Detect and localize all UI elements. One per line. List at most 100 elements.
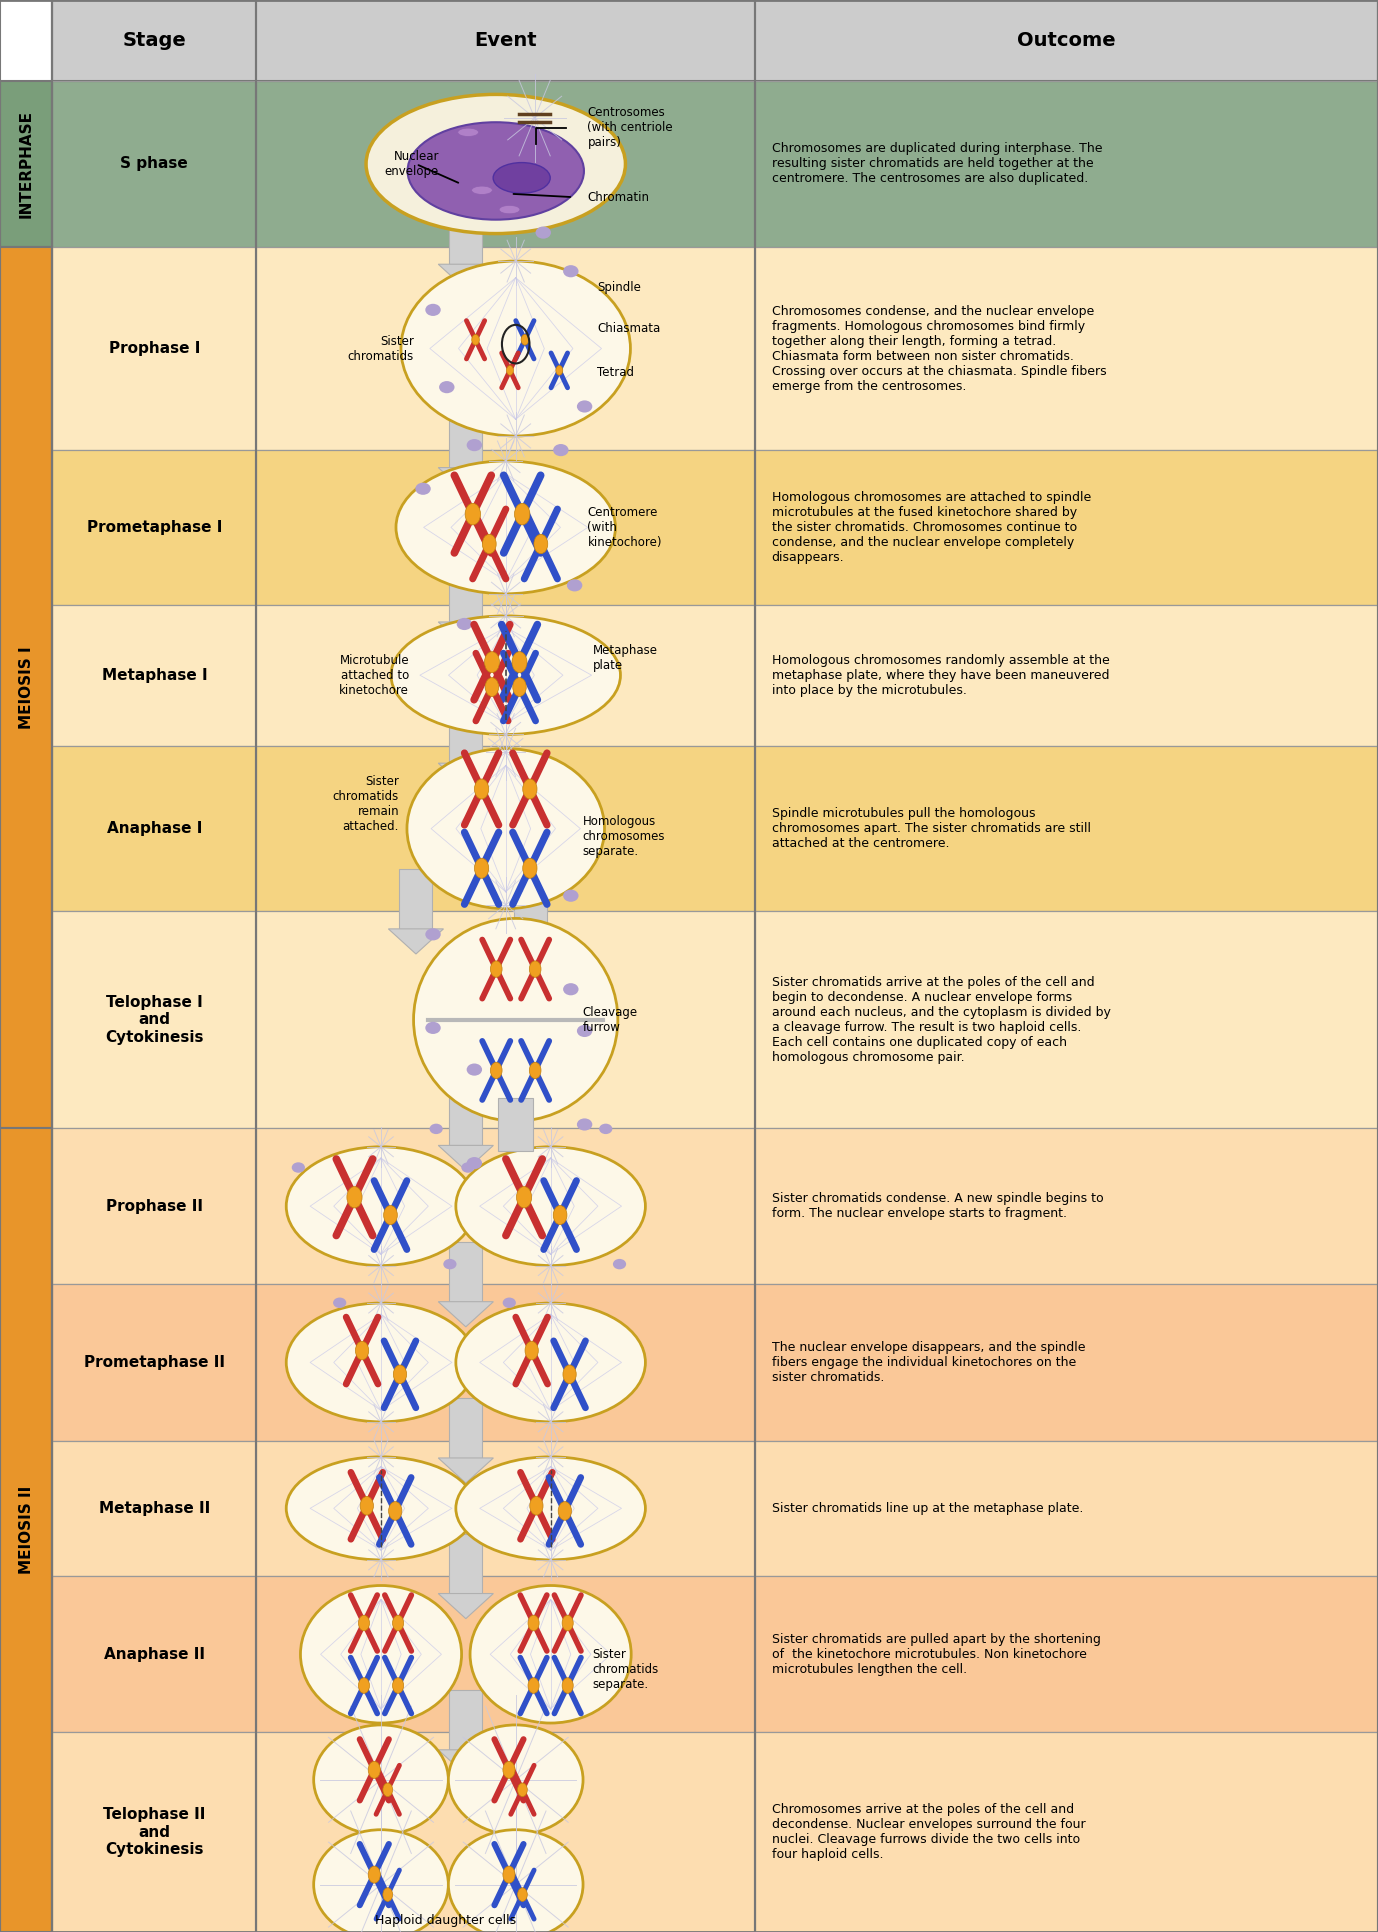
Circle shape bbox=[503, 1866, 515, 1884]
Circle shape bbox=[360, 1497, 373, 1515]
Circle shape bbox=[383, 1888, 393, 1901]
Text: Telophase I
and
Cytokinesis: Telophase I and Cytokinesis bbox=[105, 995, 204, 1045]
Bar bbox=[256, 1577, 755, 1733]
Bar bbox=[52, 0, 1378, 81]
Polygon shape bbox=[438, 1594, 493, 1619]
Ellipse shape bbox=[467, 1063, 482, 1076]
Ellipse shape bbox=[577, 1024, 593, 1037]
Polygon shape bbox=[438, 1750, 493, 1776]
Ellipse shape bbox=[499, 205, 520, 214]
Ellipse shape bbox=[287, 1302, 475, 1422]
Ellipse shape bbox=[467, 439, 482, 452]
Text: MEIOSIS II: MEIOSIS II bbox=[19, 1486, 33, 1575]
Text: Chromosomes are duplicated during interphase. The
resulting sister chromatids ar: Chromosomes are duplicated during interp… bbox=[772, 143, 1102, 185]
Text: Metaphase I: Metaphase I bbox=[102, 668, 207, 682]
Ellipse shape bbox=[391, 616, 620, 734]
Bar bbox=[499, 1097, 533, 1151]
Bar bbox=[256, 912, 755, 1128]
Ellipse shape bbox=[408, 122, 584, 220]
Circle shape bbox=[393, 1615, 404, 1631]
Text: Metaphase
plate: Metaphase plate bbox=[593, 643, 657, 672]
Ellipse shape bbox=[471, 185, 492, 195]
Bar bbox=[256, 1441, 755, 1577]
Circle shape bbox=[529, 1497, 543, 1515]
Circle shape bbox=[503, 1762, 515, 1777]
Ellipse shape bbox=[444, 1260, 456, 1269]
Circle shape bbox=[558, 1501, 572, 1520]
Ellipse shape bbox=[440, 381, 455, 394]
Text: Homologous chromosomes randomly assemble at the
metaphase plate, where they have: Homologous chromosomes randomly assemble… bbox=[772, 653, 1109, 697]
Ellipse shape bbox=[413, 918, 617, 1121]
Text: Metaphase II: Metaphase II bbox=[99, 1501, 209, 1517]
Ellipse shape bbox=[467, 1157, 482, 1169]
Circle shape bbox=[482, 535, 496, 554]
Circle shape bbox=[383, 1206, 397, 1225]
Ellipse shape bbox=[613, 1260, 626, 1269]
Circle shape bbox=[383, 1783, 393, 1797]
Circle shape bbox=[518, 1888, 528, 1901]
Bar bbox=[52, 605, 256, 746]
Ellipse shape bbox=[456, 1457, 645, 1559]
Circle shape bbox=[491, 960, 502, 978]
Ellipse shape bbox=[536, 226, 551, 240]
Bar bbox=[52, 450, 256, 605]
Bar bbox=[449, 1242, 482, 1302]
Ellipse shape bbox=[553, 444, 569, 456]
Text: Centrosomes
(with centriole
pairs): Centrosomes (with centriole pairs) bbox=[587, 106, 672, 149]
Ellipse shape bbox=[395, 462, 616, 593]
Ellipse shape bbox=[314, 1725, 448, 1835]
Polygon shape bbox=[438, 265, 493, 290]
Bar bbox=[755, 1441, 1378, 1577]
Bar bbox=[256, 746, 755, 912]
Circle shape bbox=[485, 678, 499, 696]
Text: Prometaphase II: Prometaphase II bbox=[84, 1354, 225, 1370]
Bar bbox=[256, 81, 755, 247]
Text: S phase: S phase bbox=[120, 156, 189, 172]
Bar bbox=[256, 247, 755, 450]
Text: Event: Event bbox=[474, 31, 537, 50]
Bar bbox=[514, 869, 547, 929]
Bar bbox=[0, 1128, 52, 1932]
Circle shape bbox=[528, 1615, 539, 1631]
Text: Microtubule
attached to
kinetochore: Microtubule attached to kinetochore bbox=[339, 653, 409, 697]
Text: Tetrad: Tetrad bbox=[598, 367, 634, 379]
Circle shape bbox=[368, 1762, 380, 1777]
Circle shape bbox=[529, 1063, 542, 1078]
Circle shape bbox=[554, 1206, 566, 1225]
Circle shape bbox=[533, 535, 548, 554]
Circle shape bbox=[514, 504, 531, 526]
Text: The nuclear envelope disappears, and the spindle
fibers engage the individual ki: The nuclear envelope disappears, and the… bbox=[772, 1341, 1086, 1383]
Circle shape bbox=[525, 1341, 539, 1360]
Circle shape bbox=[528, 1677, 539, 1692]
Ellipse shape bbox=[367, 95, 626, 234]
Ellipse shape bbox=[426, 303, 441, 317]
Bar bbox=[52, 912, 256, 1128]
Circle shape bbox=[517, 1186, 532, 1208]
Bar bbox=[755, 450, 1378, 605]
Ellipse shape bbox=[577, 400, 593, 413]
Circle shape bbox=[555, 365, 562, 375]
Ellipse shape bbox=[462, 1163, 474, 1173]
Ellipse shape bbox=[333, 1298, 346, 1308]
Bar bbox=[52, 1577, 256, 1733]
Text: Prophase II: Prophase II bbox=[106, 1198, 203, 1213]
Bar bbox=[256, 450, 755, 605]
Polygon shape bbox=[438, 1302, 493, 1327]
Text: Sister chromatids condense. A new spindle begins to
form. The nuclear envelope s: Sister chromatids condense. A new spindl… bbox=[772, 1192, 1104, 1221]
Text: Sister chromatids are pulled apart by the shortening
of  the kinetochore microtu: Sister chromatids are pulled apart by th… bbox=[772, 1633, 1101, 1675]
Ellipse shape bbox=[300, 1586, 462, 1723]
Circle shape bbox=[485, 651, 499, 672]
Polygon shape bbox=[438, 622, 493, 647]
Polygon shape bbox=[438, 1459, 493, 1484]
Circle shape bbox=[358, 1677, 369, 1692]
Text: MEIOSIS I: MEIOSIS I bbox=[19, 645, 33, 728]
Text: Sister chromatids line up at the metaphase plate.: Sister chromatids line up at the metapha… bbox=[772, 1501, 1083, 1515]
Ellipse shape bbox=[577, 1119, 593, 1130]
Ellipse shape bbox=[566, 580, 583, 591]
Text: Chiasmata: Chiasmata bbox=[598, 321, 660, 334]
Circle shape bbox=[562, 1677, 573, 1692]
Text: Anaphase I: Anaphase I bbox=[106, 821, 203, 837]
Text: Sister
chromatids
remain
attached.: Sister chromatids remain attached. bbox=[333, 775, 400, 833]
Ellipse shape bbox=[470, 1586, 631, 1723]
Ellipse shape bbox=[426, 1022, 441, 1034]
